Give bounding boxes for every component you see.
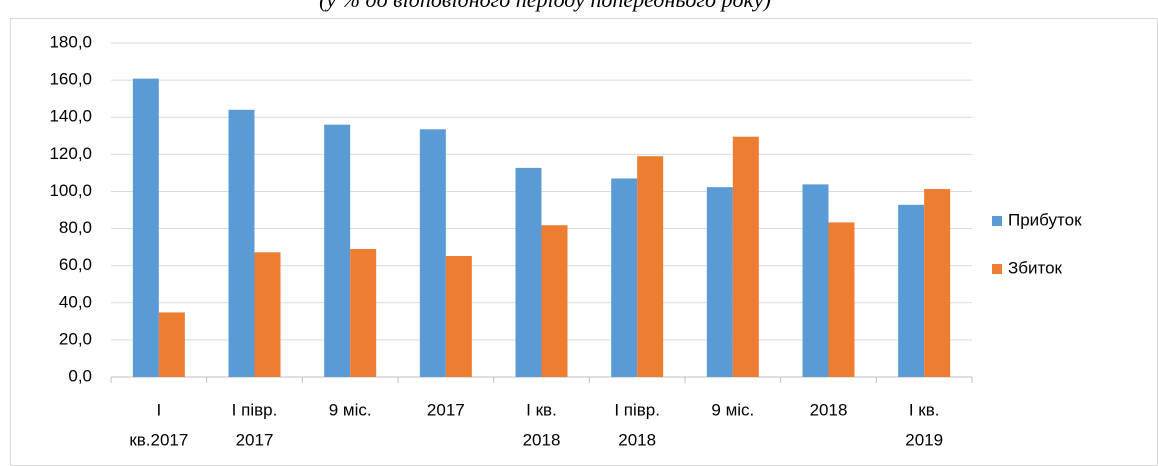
bar [324, 124, 351, 378]
x-tick-label: 9 міс. [329, 400, 372, 419]
y-tick-label: 120,0 [49, 144, 92, 163]
x-tick-label: I півр. [232, 400, 278, 419]
bar [637, 156, 664, 377]
bar [611, 178, 638, 377]
y-tick-label: 100,0 [49, 181, 92, 200]
y-tick-label: 140,0 [49, 107, 92, 126]
x-tick-label: I [156, 400, 161, 419]
bar [828, 222, 855, 377]
bar [515, 167, 542, 377]
bar [802, 184, 829, 377]
bar [541, 225, 568, 377]
legend-swatch [992, 264, 1002, 274]
y-tick-label: 60,0 [59, 255, 92, 274]
x-tick-label: 2018 [523, 430, 561, 449]
legend-label: Збиток [1008, 258, 1063, 277]
bar [158, 312, 185, 377]
x-tick-label: 2018 [618, 430, 656, 449]
bar [898, 204, 925, 377]
bar [706, 187, 733, 377]
x-tick-label: I кв. [909, 400, 940, 419]
y-tick-label: 160,0 [49, 70, 92, 89]
bar [732, 136, 759, 377]
y-tick-label: 180,0 [49, 32, 92, 51]
y-tick-label: 80,0 [59, 218, 92, 237]
x-tick-label: 2019 [905, 430, 943, 449]
legend-label: Прибуток [1008, 210, 1082, 229]
x-tick-label: 2018 [810, 400, 848, 419]
bar [228, 109, 255, 378]
x-tick-label: I кв. [526, 400, 557, 419]
chart-subtitle: (у % до відповідного періоду попередньог… [319, 0, 771, 12]
x-tick-label: 2017 [236, 430, 274, 449]
bar [445, 256, 472, 377]
bar [254, 252, 281, 377]
x-tick-label: 9 міс. [711, 400, 754, 419]
chart-frame [10, 18, 1158, 466]
x-tick-label: 2017 [427, 400, 465, 419]
y-tick-label: 0,0 [68, 366, 92, 385]
bar [419, 129, 446, 377]
top-mask [0, 0, 1158, 18]
bar [350, 248, 377, 377]
bar [132, 78, 159, 378]
x-tick-label: I півр. [614, 400, 660, 419]
bar [924, 189, 951, 377]
y-tick-label: 20,0 [59, 329, 92, 348]
y-tick-label: 40,0 [59, 292, 92, 311]
x-tick-label: кв.2017 [129, 430, 188, 449]
legend-swatch [992, 216, 1002, 226]
